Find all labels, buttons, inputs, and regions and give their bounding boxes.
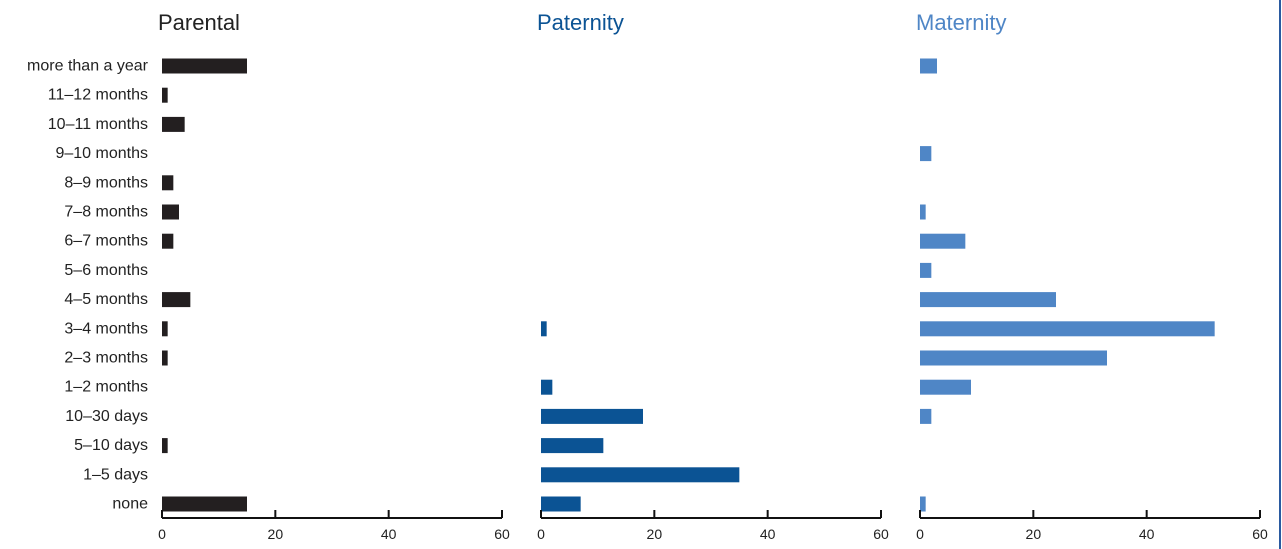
x-tick-label: 60: [494, 526, 510, 542]
bar: [541, 438, 604, 454]
bar: [162, 204, 179, 220]
panel-title: Paternity: [537, 10, 624, 35]
x-tick-label: 0: [916, 526, 924, 542]
bar: [920, 292, 1056, 308]
bar: [162, 58, 247, 74]
bar: [162, 116, 185, 132]
bar: [162, 233, 174, 249]
category-label: 5–6 months: [64, 262, 148, 279]
bar: [920, 58, 937, 74]
bar: [162, 350, 168, 366]
bar: [541, 467, 740, 483]
panel-maternity: Maternity 0 20 40 60: [916, 10, 1268, 542]
x-tick-label: 20: [647, 526, 663, 542]
bar: [541, 408, 643, 424]
x-tick-label: 40: [381, 526, 397, 542]
bar: [162, 87, 168, 103]
bar: [920, 233, 966, 249]
bar: [920, 350, 1107, 366]
bar: [541, 496, 581, 512]
panel-parental: Parental 0 20 40 60: [158, 10, 510, 542]
category-label: 10–30 days: [65, 408, 148, 425]
category-label: 4–5 months: [64, 291, 148, 308]
category-label: 1–5 days: [83, 466, 148, 483]
bar: [541, 379, 553, 395]
bar: [920, 379, 971, 395]
x-tick-label: 40: [1139, 526, 1155, 542]
category-label: 6–7 months: [64, 233, 148, 250]
category-label: 8–9 months: [64, 174, 148, 191]
category-labels: more than a year 11–12 months 10–11 months…: [27, 58, 149, 513]
panel-title: Maternity: [916, 10, 1006, 35]
category-label: 11–12 months: [48, 87, 148, 104]
x-tick-label: 0: [537, 526, 545, 542]
panel-title: Parental: [158, 10, 240, 35]
bar: [541, 321, 547, 337]
bar: [162, 292, 191, 308]
bar: [162, 438, 168, 454]
bar: [920, 262, 932, 278]
category-label: more than a year: [27, 58, 149, 75]
bar: [920, 146, 932, 162]
bar: [920, 204, 926, 220]
x-tick-label: 20: [1026, 526, 1042, 542]
category-label: none: [112, 496, 148, 513]
x-tick-label: 60: [873, 526, 889, 542]
bar: [920, 496, 926, 512]
category-label: 1–2 months: [64, 379, 148, 396]
panel-paternity: Paternity 0 20 40 60: [537, 10, 889, 542]
bar: [162, 496, 247, 512]
category-label: 5–10 days: [74, 437, 148, 454]
category-label: 3–4 months: [64, 320, 148, 337]
bar: [920, 408, 932, 424]
x-tick-label: 40: [760, 526, 776, 542]
category-label: 9–10 months: [55, 145, 148, 162]
x-tick-label: 60: [1252, 526, 1268, 542]
category-label: 2–3 months: [64, 350, 148, 367]
category-label: 10–11 months: [48, 116, 148, 133]
bar: [162, 321, 168, 337]
bar: [920, 321, 1215, 337]
x-tick-label: 0: [158, 526, 166, 542]
bar: [162, 175, 174, 191]
category-label: 7–8 months: [64, 204, 148, 221]
x-tick-label: 20: [268, 526, 284, 542]
